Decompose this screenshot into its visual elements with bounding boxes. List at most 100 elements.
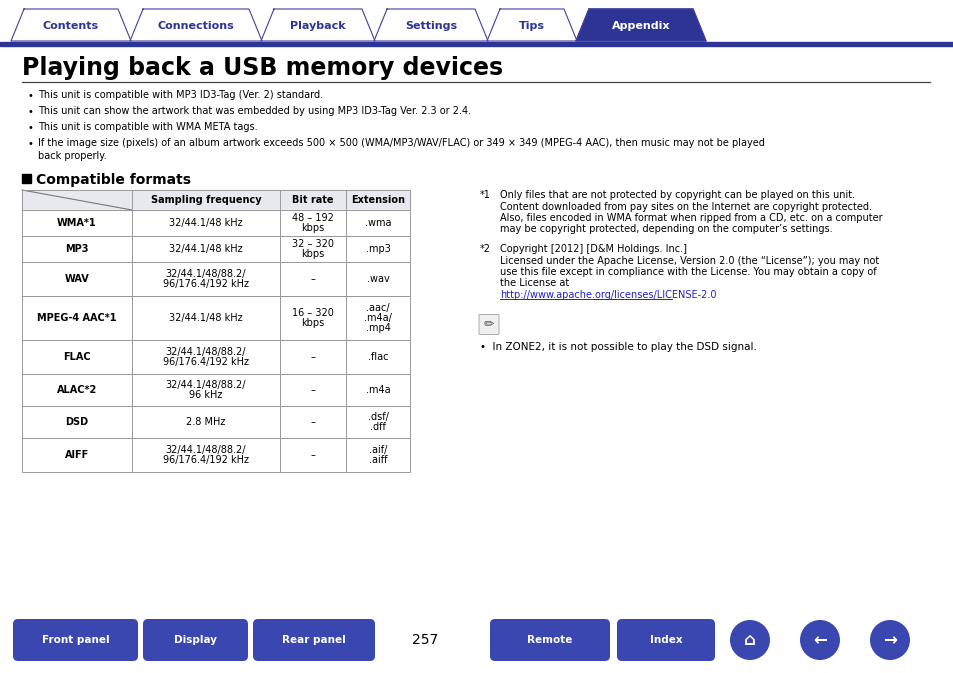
Text: 32/44.1/48 kHz: 32/44.1/48 kHz: [169, 313, 243, 323]
Text: 32/44.1/48 kHz: 32/44.1/48 kHz: [169, 244, 243, 254]
Polygon shape: [11, 9, 131, 41]
Text: –: –: [311, 385, 315, 395]
Text: Appendix: Appendix: [611, 21, 670, 31]
Text: Copyright [2012] [D&M Holdings. Inc.]: Copyright [2012] [D&M Holdings. Inc.]: [499, 244, 686, 254]
FancyBboxPatch shape: [143, 619, 248, 661]
Polygon shape: [374, 9, 488, 41]
Text: –: –: [311, 274, 315, 284]
FancyBboxPatch shape: [478, 314, 498, 334]
Text: Connections: Connections: [157, 21, 234, 31]
Text: 32/44.1/48/88.2/: 32/44.1/48/88.2/: [166, 269, 246, 279]
Bar: [22, 340, 410, 374]
Text: ALAC*2: ALAC*2: [57, 385, 97, 395]
Text: Contents: Contents: [43, 21, 99, 31]
Text: If the image size (pixels) of an album artwork exceeds 500 × 500 (WMA/MP3/WAV/FL: If the image size (pixels) of an album a…: [38, 138, 764, 148]
Text: .aiff: .aiff: [369, 455, 387, 465]
FancyBboxPatch shape: [253, 619, 375, 661]
Polygon shape: [576, 9, 705, 41]
Text: Sampling frequency: Sampling frequency: [151, 195, 261, 205]
Bar: [22, 340, 410, 374]
Bar: [22, 210, 410, 236]
Text: This unit is compatible with WMA META tags.: This unit is compatible with WMA META ta…: [38, 122, 257, 132]
Bar: [22, 438, 410, 472]
Text: Front panel: Front panel: [42, 635, 110, 645]
FancyBboxPatch shape: [617, 619, 714, 661]
Text: http://www.apache.org/licenses/LICENSE-2.0: http://www.apache.org/licenses/LICENSE-2…: [499, 290, 716, 300]
Text: 32/44.1/48/88.2/: 32/44.1/48/88.2/: [166, 445, 246, 455]
Text: Settings: Settings: [404, 21, 456, 31]
Text: 16 – 320: 16 – 320: [292, 308, 334, 318]
Text: *1: *1: [479, 190, 491, 200]
Text: .m4a: .m4a: [365, 385, 390, 395]
Text: .m4a/: .m4a/: [364, 313, 392, 323]
Text: Rear panel: Rear panel: [282, 635, 346, 645]
Text: 32/44.1/48/88.2/: 32/44.1/48/88.2/: [166, 347, 246, 357]
Text: •  In ZONE2, it is not possible to play the DSD signal.: • In ZONE2, it is not possible to play t…: [479, 341, 756, 351]
Text: kbps: kbps: [301, 249, 324, 259]
Text: .flac: .flac: [367, 352, 388, 362]
Polygon shape: [486, 9, 577, 41]
Text: may be copyright protected, depending on the computer’s settings.: may be copyright protected, depending on…: [499, 225, 832, 234]
Bar: [22, 190, 410, 210]
Text: ✏: ✏: [483, 318, 494, 331]
Text: .aif/: .aif/: [369, 445, 387, 455]
Bar: [22, 374, 410, 406]
Text: .wav: .wav: [366, 274, 389, 284]
Text: Index: Index: [649, 635, 681, 645]
Text: ←: ←: [812, 631, 826, 649]
Bar: [22, 174, 30, 183]
Text: .aac/: .aac/: [366, 303, 390, 313]
Text: .dff: .dff: [370, 422, 386, 432]
Text: WMA*1: WMA*1: [57, 218, 96, 228]
Bar: [22, 262, 410, 296]
Text: Extension: Extension: [351, 195, 405, 205]
Bar: [22, 210, 410, 236]
Text: 32/44.1/48 kHz: 32/44.1/48 kHz: [169, 218, 243, 228]
Bar: [22, 236, 410, 262]
FancyBboxPatch shape: [490, 619, 609, 661]
Text: –: –: [311, 417, 315, 427]
Text: •: •: [28, 107, 34, 117]
Text: 257: 257: [412, 633, 437, 647]
Bar: [0, 42, 953, 46]
FancyBboxPatch shape: [13, 619, 138, 661]
Text: •: •: [28, 139, 34, 149]
Text: •: •: [28, 123, 34, 133]
Text: 32 – 320: 32 – 320: [292, 239, 334, 249]
Text: 2.8 MHz: 2.8 MHz: [186, 417, 226, 427]
Text: Only files that are not protected by copyright can be played on this unit.: Only files that are not protected by cop…: [499, 190, 854, 200]
Text: Bit rate: Bit rate: [292, 195, 334, 205]
Text: 96/176.4/192 kHz: 96/176.4/192 kHz: [163, 357, 249, 367]
Text: WAV: WAV: [65, 274, 90, 284]
Text: This unit is compatible with MP3 ID3-Tag (Ver. 2) standard.: This unit is compatible with MP3 ID3-Tag…: [38, 90, 323, 100]
Bar: [22, 262, 410, 296]
Text: MPEG-4 AAC*1: MPEG-4 AAC*1: [37, 313, 116, 323]
Text: Remote: Remote: [527, 635, 572, 645]
Text: Display: Display: [173, 635, 216, 645]
Text: kbps: kbps: [301, 318, 324, 328]
Bar: [22, 374, 410, 406]
Text: .wma: .wma: [364, 218, 391, 228]
Text: Playing back a USB memory devices: Playing back a USB memory devices: [22, 56, 502, 80]
Text: MP3: MP3: [65, 244, 89, 254]
Text: –: –: [311, 352, 315, 362]
Text: –: –: [311, 450, 315, 460]
Text: 96/176.4/192 kHz: 96/176.4/192 kHz: [163, 455, 249, 465]
Text: use this file except in compliance with the License. You may obtain a copy of: use this file except in compliance with …: [499, 267, 876, 277]
Polygon shape: [130, 9, 262, 41]
Text: the License at: the License at: [499, 279, 569, 289]
Circle shape: [800, 620, 840, 660]
Bar: [22, 296, 410, 340]
Polygon shape: [261, 9, 375, 41]
Bar: [22, 236, 410, 262]
Text: .mp4: .mp4: [365, 323, 390, 333]
Text: Licensed under the Apache License, Version 2.0 (the “License”); you may not: Licensed under the Apache License, Versi…: [499, 256, 879, 266]
Bar: [22, 438, 410, 472]
Text: kbps: kbps: [301, 223, 324, 233]
Text: 96 kHz: 96 kHz: [189, 390, 222, 400]
Text: DSD: DSD: [66, 417, 89, 427]
Text: Content downloaded from pay sites on the Internet are copyright protected.: Content downloaded from pay sites on the…: [499, 201, 871, 211]
Text: Playback: Playback: [290, 21, 345, 31]
Text: .dsf/: .dsf/: [367, 412, 388, 422]
Bar: [22, 406, 410, 438]
